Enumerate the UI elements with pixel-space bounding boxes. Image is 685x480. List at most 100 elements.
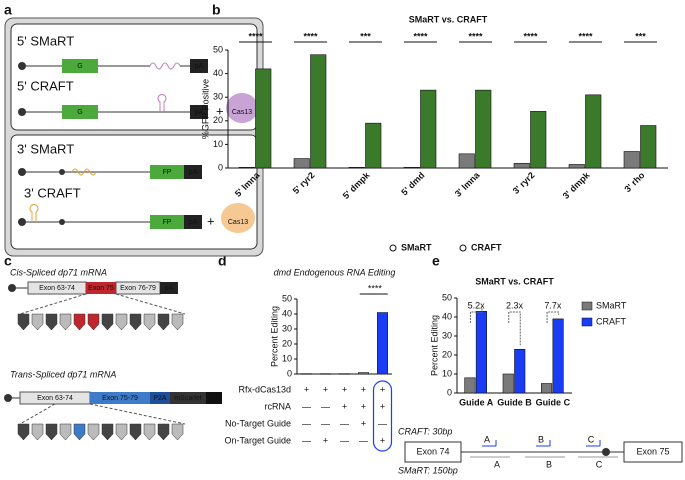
fold-bracket bbox=[546, 311, 560, 323]
cap bbox=[18, 108, 26, 116]
guide-mark bbox=[586, 440, 601, 447]
exon bbox=[170, 392, 206, 404]
pa-box bbox=[184, 215, 202, 229]
codon bbox=[115, 423, 128, 441]
effector-label: Cas13 bbox=[228, 219, 248, 226]
pa-label: pA bbox=[195, 63, 204, 70]
row-cell: + bbox=[380, 384, 385, 394]
y-tick-label: 0 bbox=[447, 387, 452, 397]
guide-mark bbox=[482, 440, 497, 447]
y-tick-label: 20 bbox=[442, 349, 452, 359]
y-tick-label: 40 bbox=[213, 68, 223, 78]
panel-label: b bbox=[212, 2, 221, 18]
legend-label: SMaRT bbox=[596, 300, 627, 310]
splice-site bbox=[59, 169, 65, 175]
legend-marker bbox=[389, 244, 397, 252]
exon bbox=[90, 392, 150, 404]
panel-label: e bbox=[432, 253, 440, 269]
bar bbox=[502, 373, 514, 394]
gene-label: G bbox=[77, 63, 82, 70]
bar bbox=[255, 68, 272, 169]
bar bbox=[514, 348, 526, 394]
panel-c: Cis-Spliced dp71 mRNA Exon 63-74 Exon 75… bbox=[4, 267, 222, 441]
construct-title: Cis-Spliced dp71 mRNA bbox=[10, 267, 107, 277]
significance: *** bbox=[635, 31, 646, 41]
splice-site bbox=[602, 448, 610, 456]
codon bbox=[59, 313, 72, 331]
pa-box bbox=[190, 105, 208, 119]
codon bbox=[59, 423, 72, 441]
x-tick-label: 3' ryr2 bbox=[511, 170, 537, 196]
bar bbox=[293, 158, 310, 169]
pa-box bbox=[190, 59, 208, 73]
codon-row bbox=[17, 423, 184, 441]
bar bbox=[339, 373, 350, 375]
exon-label: Exon 74 bbox=[416, 446, 449, 456]
bar bbox=[475, 89, 492, 169]
bar bbox=[541, 383, 553, 394]
legend-marker bbox=[459, 244, 467, 252]
significance: **** bbox=[303, 31, 318, 41]
codon bbox=[171, 313, 184, 331]
legend-label: CRAFT bbox=[596, 316, 626, 326]
y-tick-label: 0 bbox=[287, 368, 292, 378]
cap bbox=[18, 218, 26, 226]
exon-label: Exon 75 bbox=[636, 446, 669, 456]
row-label: On-Target Guide bbox=[224, 435, 291, 445]
gene-label: FP bbox=[163, 219, 172, 226]
construct-label: 3' SMaRT bbox=[17, 141, 74, 156]
panel-a: 5' SMaRT G pA 5' CRAFT G pA + Cas13 3' S… bbox=[4, 17, 264, 257]
x-tick-label: 3' dmpk bbox=[561, 169, 593, 201]
bar bbox=[464, 377, 476, 394]
x-tick-label: 3' lmna bbox=[453, 169, 482, 198]
exon-label: Exon 75 bbox=[88, 285, 114, 292]
bar bbox=[420, 89, 437, 169]
guide: A A B B C C bbox=[470, 434, 618, 469]
bar bbox=[348, 166, 365, 169]
binding-domain bbox=[71, 168, 97, 176]
y-tick-label: 40 bbox=[282, 308, 292, 318]
fold-bracket bbox=[508, 311, 521, 346]
y-tick-label: 30 bbox=[442, 330, 452, 340]
row-cell: — bbox=[378, 418, 387, 428]
gene-box bbox=[150, 165, 184, 179]
codon bbox=[115, 313, 128, 331]
y-tick-label: 10 bbox=[442, 368, 452, 378]
row-cell: — bbox=[321, 418, 330, 428]
row-cell: — bbox=[340, 435, 349, 445]
exon-label: Exon 63-74 bbox=[39, 285, 75, 292]
codon bbox=[17, 423, 30, 441]
exon-label: Exon 63-74 bbox=[37, 395, 73, 402]
row-cell: + bbox=[380, 435, 385, 445]
row-cell: — bbox=[302, 418, 311, 428]
exon-label: Exon 75-79 bbox=[102, 395, 138, 402]
guide-label: B bbox=[546, 459, 552, 469]
guide-label: A bbox=[484, 434, 490, 444]
bar bbox=[238, 166, 255, 169]
length-label: SMaRT: 150bp bbox=[398, 465, 458, 475]
panel-label: c bbox=[4, 253, 12, 269]
y-axis-label: Percent Editing bbox=[269, 306, 279, 367]
guide-mark bbox=[536, 440, 551, 447]
significance: **** bbox=[248, 31, 263, 41]
bar bbox=[552, 318, 564, 394]
row-cell: — bbox=[302, 401, 311, 411]
highlight bbox=[372, 380, 393, 452]
effector-label: Cas13 bbox=[232, 109, 252, 116]
codon bbox=[129, 313, 142, 331]
pa-label: pA bbox=[195, 109, 204, 116]
legend-label: CRAFT bbox=[471, 242, 502, 252]
row-label: Rfx-dCas13d bbox=[238, 384, 291, 394]
row-cell: — bbox=[302, 435, 311, 445]
chart-title: SMaRT vs. CRAFT bbox=[475, 276, 554, 286]
bar bbox=[568, 164, 585, 169]
exon-label: mScarlet bbox=[174, 395, 202, 402]
chart-title: SMaRT vs. CRAFT bbox=[409, 14, 488, 24]
gene-box bbox=[62, 59, 98, 73]
y-tick-label: 40 bbox=[442, 311, 452, 321]
pa-label: pA bbox=[189, 219, 198, 226]
row-cell: + bbox=[304, 384, 309, 394]
row-label: rcRNA bbox=[265, 401, 292, 411]
bar bbox=[377, 312, 388, 375]
